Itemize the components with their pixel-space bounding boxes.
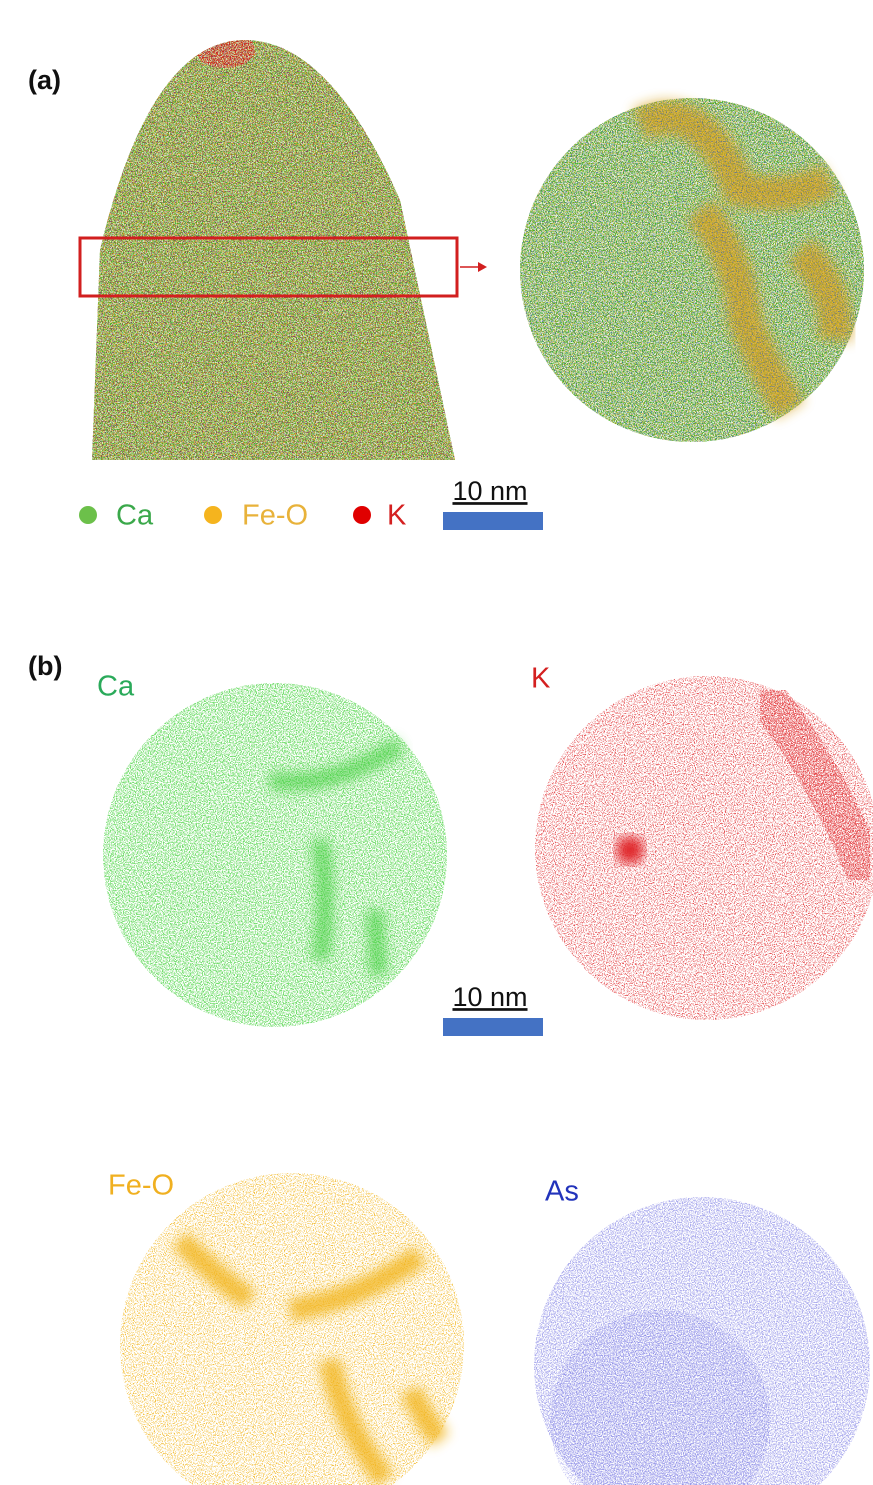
legend-marker	[204, 506, 222, 524]
k-map	[535, 676, 873, 1020]
scale-bar	[443, 1018, 543, 1036]
legend-label: Fe-O	[242, 500, 308, 532]
ca-map	[103, 683, 447, 1027]
fe-o-map	[120, 1173, 464, 1485]
map-label: Fe-O	[108, 1170, 174, 1202]
as-map	[534, 1197, 870, 1485]
legend-label: K	[387, 500, 407, 532]
tip-reconstruction	[90, 32, 460, 463]
arrow-head	[478, 262, 487, 272]
panel-label: (b)	[28, 651, 62, 681]
map-label: Ca	[97, 671, 135, 703]
map-label: As	[545, 1176, 579, 1208]
scale-label: 10 nm	[452, 982, 527, 1012]
page: {"panel_a": {"label": "(a)", "legend": […	[0, 0, 873, 1485]
legend-marker	[353, 506, 371, 524]
panel-label: (a)	[28, 65, 61, 95]
legend-marker	[79, 506, 97, 524]
scale-label: 10 nm	[452, 476, 527, 506]
scale-bar	[443, 512, 543, 530]
map-label: K	[531, 663, 551, 695]
legend-label: Ca	[116, 500, 154, 532]
figure: (a) Ca Fe-O K 10 nm (b) Ca K 10 nm	[0, 0, 873, 1485]
cross-section	[520, 98, 864, 442]
